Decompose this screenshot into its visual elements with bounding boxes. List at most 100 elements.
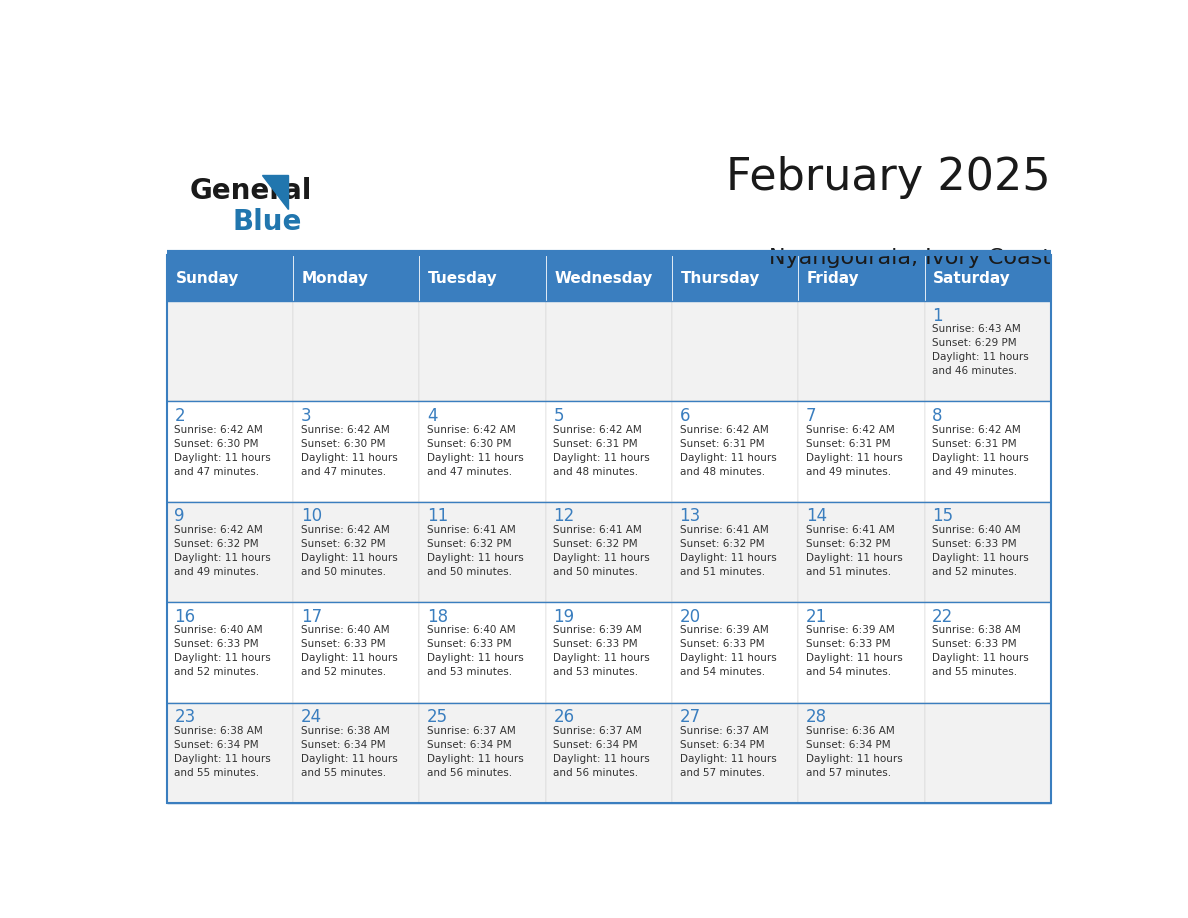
Text: 9: 9 [175, 508, 185, 525]
FancyBboxPatch shape [293, 255, 419, 301]
FancyBboxPatch shape [798, 502, 924, 602]
FancyBboxPatch shape [798, 401, 924, 502]
Text: Sunday: Sunday [176, 271, 239, 285]
FancyBboxPatch shape [166, 502, 293, 602]
Text: 12: 12 [554, 508, 575, 525]
Text: Sunrise: 6:42 AM
Sunset: 6:31 PM
Daylight: 11 hours
and 49 minutes.: Sunrise: 6:42 AM Sunset: 6:31 PM Dayligh… [933, 425, 1029, 476]
Text: Sunrise: 6:42 AM
Sunset: 6:32 PM
Daylight: 11 hours
and 49 minutes.: Sunrise: 6:42 AM Sunset: 6:32 PM Dayligh… [175, 525, 271, 577]
Text: Sunrise: 6:37 AM
Sunset: 6:34 PM
Daylight: 11 hours
and 57 minutes.: Sunrise: 6:37 AM Sunset: 6:34 PM Dayligh… [680, 726, 776, 778]
Text: Sunrise: 6:38 AM
Sunset: 6:33 PM
Daylight: 11 hours
and 55 minutes.: Sunrise: 6:38 AM Sunset: 6:33 PM Dayligh… [933, 625, 1029, 677]
Text: 20: 20 [680, 608, 701, 626]
FancyBboxPatch shape [798, 702, 924, 803]
Text: 4: 4 [426, 407, 437, 425]
Text: 5: 5 [554, 407, 564, 425]
Text: 27: 27 [680, 708, 701, 726]
FancyBboxPatch shape [166, 401, 293, 502]
Text: Sunrise: 6:42 AM
Sunset: 6:30 PM
Daylight: 11 hours
and 47 minutes.: Sunrise: 6:42 AM Sunset: 6:30 PM Dayligh… [426, 425, 524, 476]
Text: 26: 26 [554, 708, 575, 726]
Text: 10: 10 [301, 508, 322, 525]
Text: Sunrise: 6:41 AM
Sunset: 6:32 PM
Daylight: 11 hours
and 51 minutes.: Sunrise: 6:41 AM Sunset: 6:32 PM Dayligh… [805, 525, 903, 577]
Text: 1: 1 [933, 307, 943, 325]
Text: Sunrise: 6:41 AM
Sunset: 6:32 PM
Daylight: 11 hours
and 50 minutes.: Sunrise: 6:41 AM Sunset: 6:32 PM Dayligh… [426, 525, 524, 577]
FancyBboxPatch shape [419, 401, 545, 502]
Text: Thursday: Thursday [681, 271, 760, 285]
FancyBboxPatch shape [166, 301, 293, 401]
FancyBboxPatch shape [924, 301, 1051, 401]
FancyBboxPatch shape [293, 401, 419, 502]
Text: Friday: Friday [807, 271, 860, 285]
FancyBboxPatch shape [672, 602, 798, 702]
Text: 23: 23 [175, 708, 196, 726]
FancyBboxPatch shape [419, 301, 545, 401]
FancyBboxPatch shape [545, 702, 672, 803]
FancyBboxPatch shape [545, 602, 672, 702]
Text: General: General [190, 177, 312, 206]
Text: Sunrise: 6:42 AM
Sunset: 6:30 PM
Daylight: 11 hours
and 47 minutes.: Sunrise: 6:42 AM Sunset: 6:30 PM Dayligh… [301, 425, 398, 476]
Text: 13: 13 [680, 508, 701, 525]
Text: 19: 19 [554, 608, 575, 626]
FancyBboxPatch shape [672, 702, 798, 803]
FancyBboxPatch shape [924, 255, 1051, 301]
Text: Sunrise: 6:36 AM
Sunset: 6:34 PM
Daylight: 11 hours
and 57 minutes.: Sunrise: 6:36 AM Sunset: 6:34 PM Dayligh… [805, 726, 903, 778]
Text: 18: 18 [426, 608, 448, 626]
Text: 16: 16 [175, 608, 196, 626]
FancyBboxPatch shape [293, 702, 419, 803]
Text: Sunrise: 6:38 AM
Sunset: 6:34 PM
Daylight: 11 hours
and 55 minutes.: Sunrise: 6:38 AM Sunset: 6:34 PM Dayligh… [175, 726, 271, 778]
Text: Saturday: Saturday [934, 271, 1011, 285]
Text: 28: 28 [805, 708, 827, 726]
FancyBboxPatch shape [672, 255, 798, 301]
Text: Sunrise: 6:42 AM
Sunset: 6:31 PM
Daylight: 11 hours
and 48 minutes.: Sunrise: 6:42 AM Sunset: 6:31 PM Dayligh… [680, 425, 776, 476]
FancyBboxPatch shape [672, 301, 798, 401]
Polygon shape [261, 175, 287, 209]
Text: Blue: Blue [233, 207, 302, 236]
Text: Sunrise: 6:40 AM
Sunset: 6:33 PM
Daylight: 11 hours
and 52 minutes.: Sunrise: 6:40 AM Sunset: 6:33 PM Dayligh… [933, 525, 1029, 577]
Text: Sunrise: 6:40 AM
Sunset: 6:33 PM
Daylight: 11 hours
and 52 minutes.: Sunrise: 6:40 AM Sunset: 6:33 PM Dayligh… [175, 625, 271, 677]
Text: 17: 17 [301, 608, 322, 626]
FancyBboxPatch shape [924, 401, 1051, 502]
Text: 15: 15 [933, 508, 953, 525]
Text: Nyangourala, Ivory Coast: Nyangourala, Ivory Coast [769, 248, 1051, 268]
FancyBboxPatch shape [166, 255, 293, 301]
Text: Sunrise: 6:38 AM
Sunset: 6:34 PM
Daylight: 11 hours
and 55 minutes.: Sunrise: 6:38 AM Sunset: 6:34 PM Dayligh… [301, 726, 398, 778]
Text: 22: 22 [933, 608, 953, 626]
Text: 11: 11 [426, 508, 448, 525]
Text: 3: 3 [301, 407, 311, 425]
Text: Sunrise: 6:39 AM
Sunset: 6:33 PM
Daylight: 11 hours
and 54 minutes.: Sunrise: 6:39 AM Sunset: 6:33 PM Dayligh… [805, 625, 903, 677]
Text: Sunrise: 6:42 AM
Sunset: 6:32 PM
Daylight: 11 hours
and 50 minutes.: Sunrise: 6:42 AM Sunset: 6:32 PM Dayligh… [301, 525, 398, 577]
FancyBboxPatch shape [419, 602, 545, 702]
FancyBboxPatch shape [166, 702, 293, 803]
FancyBboxPatch shape [166, 602, 293, 702]
Text: Sunrise: 6:41 AM
Sunset: 6:32 PM
Daylight: 11 hours
and 51 minutes.: Sunrise: 6:41 AM Sunset: 6:32 PM Dayligh… [680, 525, 776, 577]
Text: Sunrise: 6:39 AM
Sunset: 6:33 PM
Daylight: 11 hours
and 54 minutes.: Sunrise: 6:39 AM Sunset: 6:33 PM Dayligh… [680, 625, 776, 677]
FancyBboxPatch shape [419, 702, 545, 803]
FancyBboxPatch shape [545, 502, 672, 602]
Text: Sunrise: 6:41 AM
Sunset: 6:32 PM
Daylight: 11 hours
and 50 minutes.: Sunrise: 6:41 AM Sunset: 6:32 PM Dayligh… [554, 525, 650, 577]
Text: Sunrise: 6:43 AM
Sunset: 6:29 PM
Daylight: 11 hours
and 46 minutes.: Sunrise: 6:43 AM Sunset: 6:29 PM Dayligh… [933, 324, 1029, 376]
Text: Sunrise: 6:42 AM
Sunset: 6:31 PM
Daylight: 11 hours
and 49 minutes.: Sunrise: 6:42 AM Sunset: 6:31 PM Dayligh… [805, 425, 903, 476]
Text: Sunrise: 6:39 AM
Sunset: 6:33 PM
Daylight: 11 hours
and 53 minutes.: Sunrise: 6:39 AM Sunset: 6:33 PM Dayligh… [554, 625, 650, 677]
FancyBboxPatch shape [798, 301, 924, 401]
Text: Sunrise: 6:42 AM
Sunset: 6:30 PM
Daylight: 11 hours
and 47 minutes.: Sunrise: 6:42 AM Sunset: 6:30 PM Dayligh… [175, 425, 271, 476]
FancyBboxPatch shape [545, 301, 672, 401]
Text: 24: 24 [301, 708, 322, 726]
Text: Sunrise: 6:40 AM
Sunset: 6:33 PM
Daylight: 11 hours
and 52 minutes.: Sunrise: 6:40 AM Sunset: 6:33 PM Dayligh… [301, 625, 398, 677]
FancyBboxPatch shape [293, 602, 419, 702]
Text: Tuesday: Tuesday [429, 271, 498, 285]
FancyBboxPatch shape [798, 602, 924, 702]
Text: Wednesday: Wednesday [555, 271, 653, 285]
FancyBboxPatch shape [924, 502, 1051, 602]
Text: 2: 2 [175, 407, 185, 425]
FancyBboxPatch shape [924, 702, 1051, 803]
Text: Sunrise: 6:37 AM
Sunset: 6:34 PM
Daylight: 11 hours
and 56 minutes.: Sunrise: 6:37 AM Sunset: 6:34 PM Dayligh… [426, 726, 524, 778]
Text: 25: 25 [426, 708, 448, 726]
FancyBboxPatch shape [545, 401, 672, 502]
FancyBboxPatch shape [293, 502, 419, 602]
FancyBboxPatch shape [419, 502, 545, 602]
FancyBboxPatch shape [545, 255, 672, 301]
FancyBboxPatch shape [672, 401, 798, 502]
Text: Monday: Monday [302, 271, 369, 285]
FancyBboxPatch shape [419, 255, 545, 301]
Text: 8: 8 [933, 407, 942, 425]
FancyBboxPatch shape [293, 301, 419, 401]
Text: 21: 21 [805, 608, 827, 626]
